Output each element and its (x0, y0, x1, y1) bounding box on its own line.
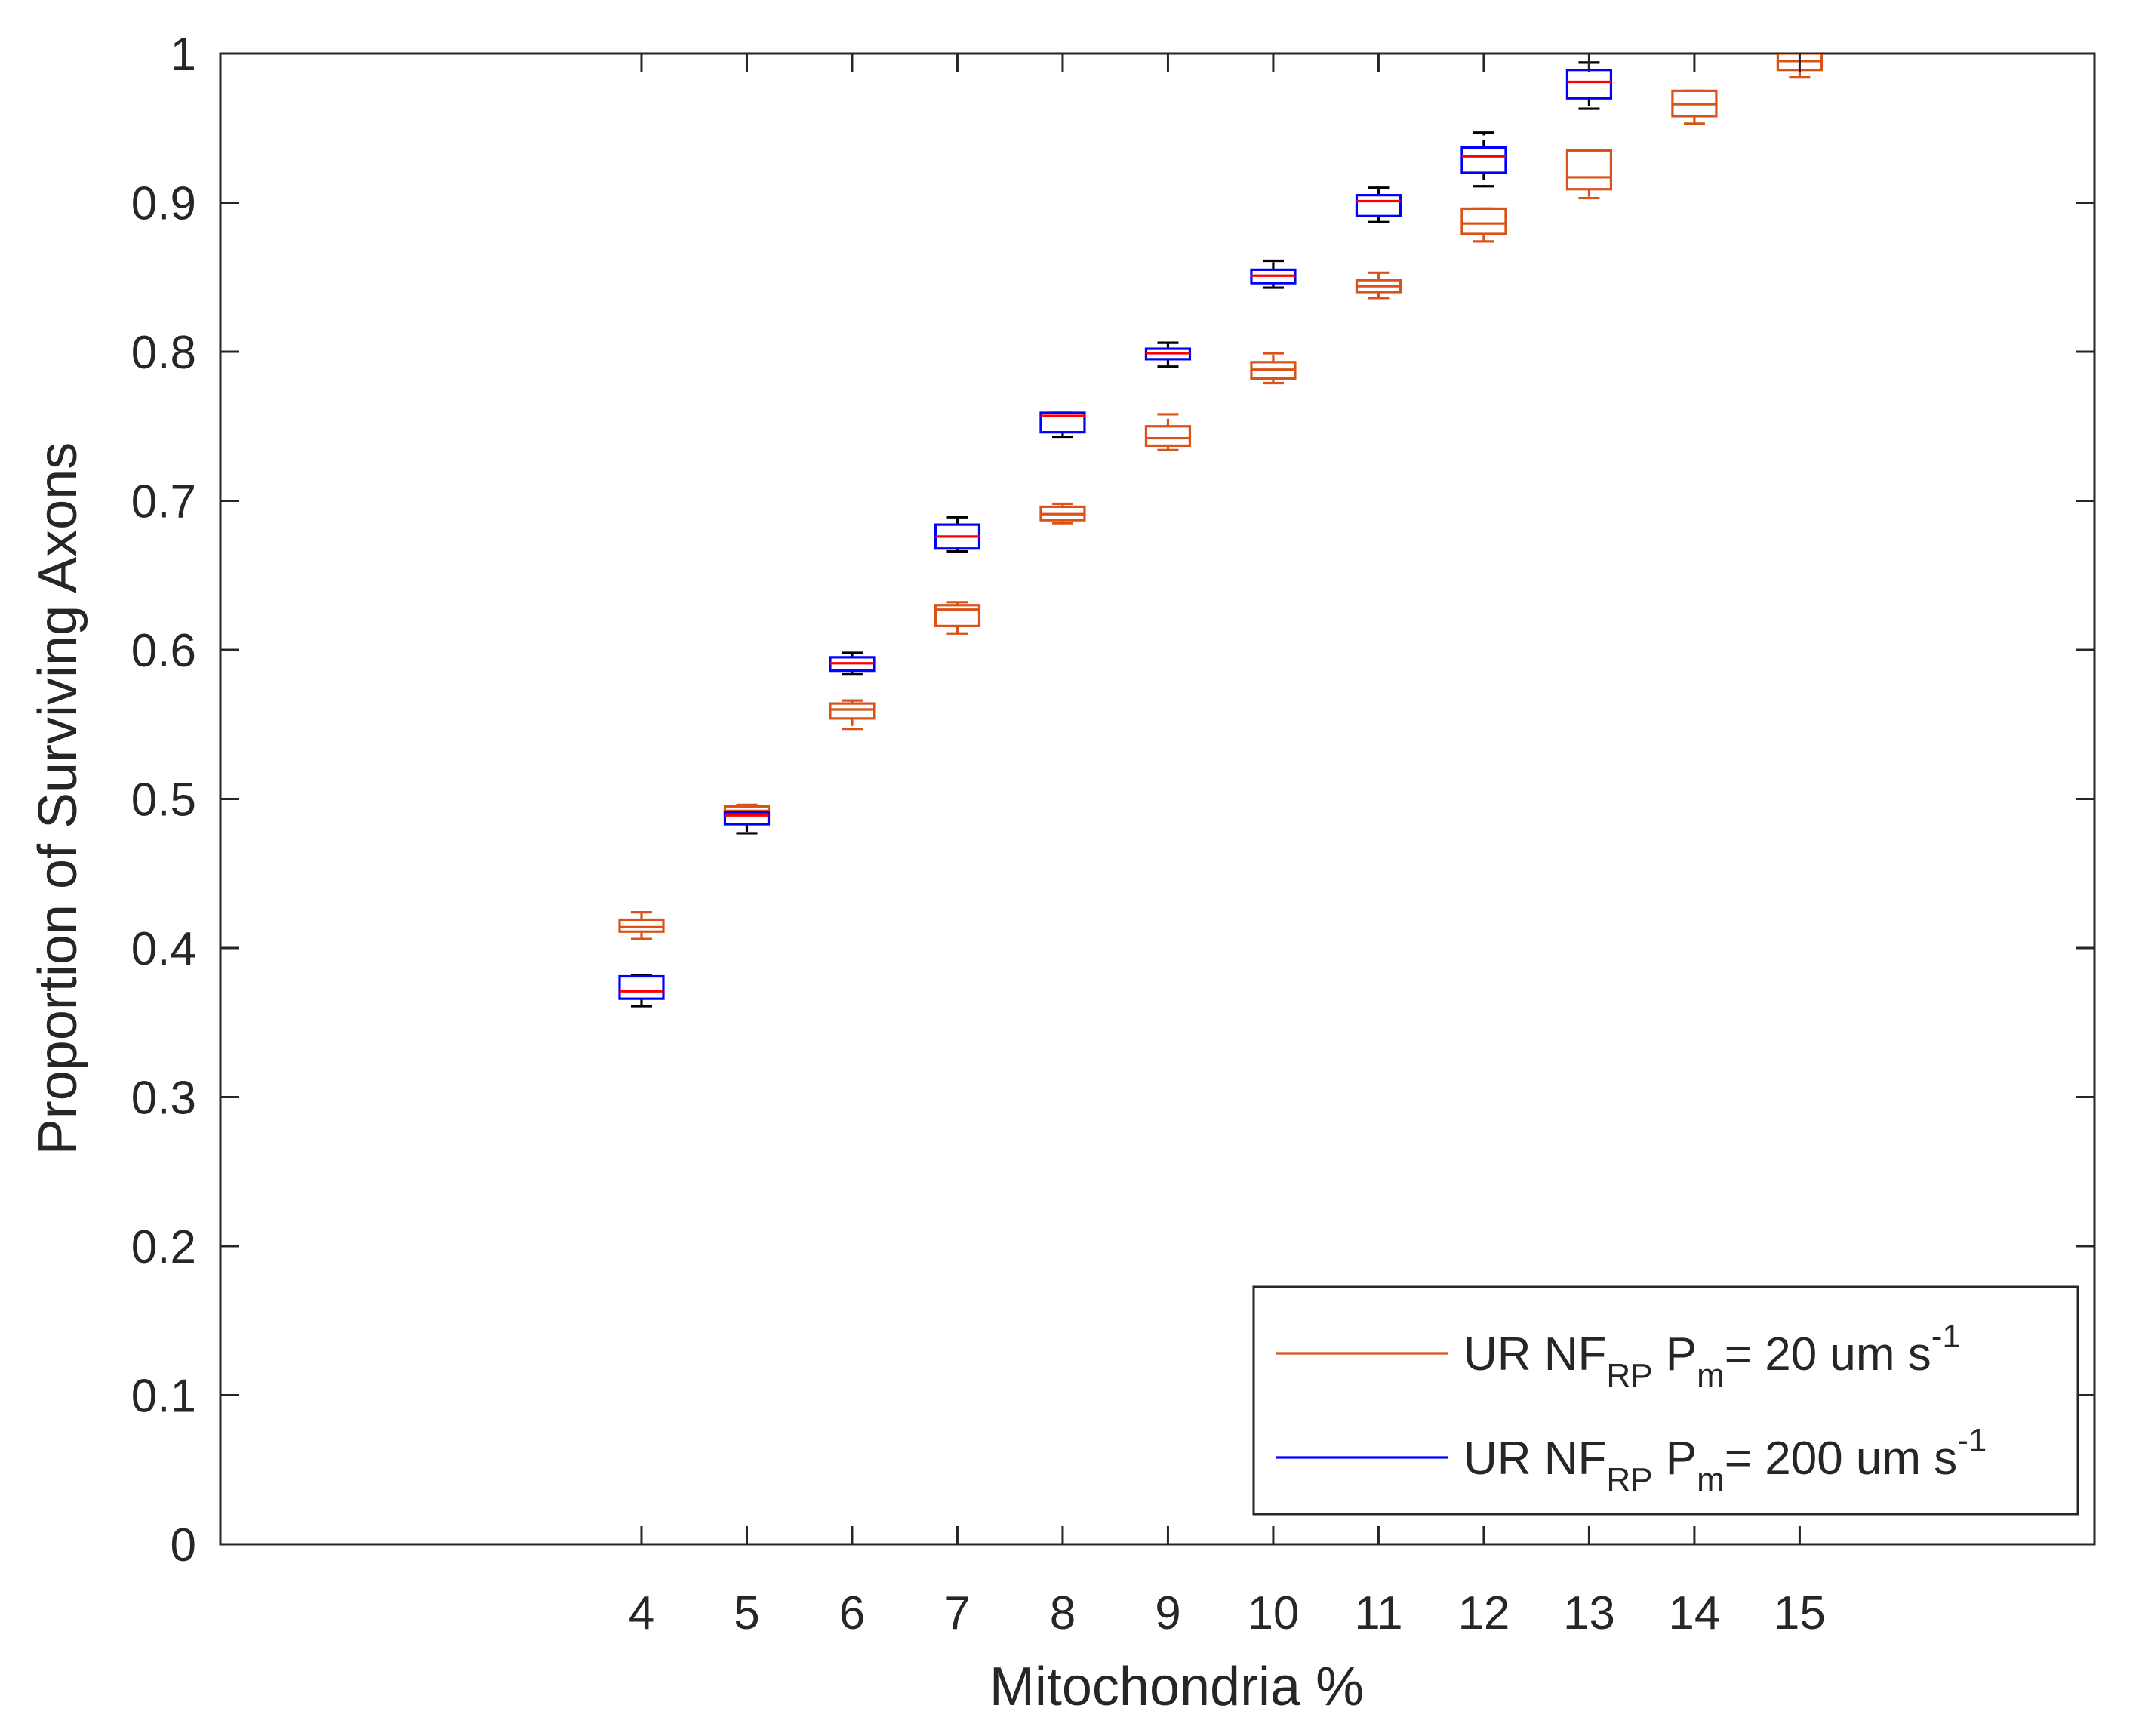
legend-label-part: m (1697, 1357, 1725, 1394)
legend-entry-blue: UR NFRP Pm= 200 um s-1 (1276, 1422, 1987, 1498)
x-tick-label: 6 (839, 1587, 865, 1639)
x-axis-label: Mitochondria % (989, 1657, 1364, 1717)
box-iqr (1565, 149, 1613, 191)
series-orange-20 (618, 54, 1824, 940)
box-6 (829, 699, 876, 731)
x-tick-label: 11 (1354, 1587, 1402, 1639)
legend-box (1252, 1285, 2079, 1516)
box-iqr (1460, 207, 1507, 235)
box-4 (618, 973, 665, 1008)
box-5 (723, 811, 771, 835)
box-10 (1250, 352, 1297, 385)
x-tick-label: 15 (1774, 1587, 1826, 1639)
legend-label-part: RP (1606, 1461, 1652, 1498)
box-7 (934, 516, 981, 553)
box-iqr (1144, 425, 1192, 448)
legend-label: UR NFRP Pm= 200 um s-1 (1463, 1422, 1987, 1498)
box-11 (1355, 186, 1402, 223)
legend-label-part: = 200 um s (1725, 1433, 1957, 1485)
box-series-group (618, 54, 1824, 1008)
x-tick-label: 13 (1563, 1587, 1615, 1639)
series-blue-200 (618, 61, 1613, 1008)
box-12 (1460, 131, 1507, 188)
box-7 (934, 601, 981, 635)
y-tick-label: 0.6 (131, 625, 196, 677)
tick-labels: 00.10.20.30.40.50.60.70.80.914 5 6 7 8 9 10 11 1… (131, 29, 1826, 1639)
y-tick-label: 0.2 (131, 1221, 196, 1273)
legend-label-part: UR NF (1463, 1433, 1606, 1485)
legend-label-part: -1 (1931, 1318, 1961, 1355)
legend-label-part: P (1653, 1433, 1697, 1485)
axis-ticks (220, 52, 2094, 1546)
y-tick-label: 0 (171, 1519, 196, 1571)
legend-label-part: -1 (1957, 1422, 1987, 1459)
x-tick-label: 9 (1155, 1587, 1180, 1639)
legend: UR NFRP Pm= 20 um s-1UR NFRP Pm= 200 um … (1252, 1285, 2079, 1516)
legend-label-part: UR NF (1463, 1328, 1606, 1380)
legend-label-part: = 20 um s (1725, 1328, 1931, 1380)
legend-label-part: m (1697, 1461, 1725, 1498)
y-tick-label: 0.9 (131, 178, 196, 230)
box-iqr (1565, 69, 1613, 100)
box-12 (1460, 207, 1507, 243)
box-8 (1039, 502, 1086, 525)
box-9 (1144, 341, 1192, 368)
x-tick-label: 7 (944, 1587, 970, 1639)
box-10 (1250, 259, 1297, 289)
y-tick-label: 0.8 (131, 327, 196, 379)
box-6 (829, 651, 876, 676)
legend-label-part: RP (1606, 1357, 1652, 1394)
legend-label-part: P (1653, 1328, 1697, 1380)
box-iqr (1355, 194, 1402, 217)
box-13 (1565, 61, 1613, 110)
plot-area (219, 52, 2096, 1546)
y-tick-label: 0.7 (131, 476, 196, 528)
box-8 (1039, 411, 1086, 439)
y-tick-label: 0.1 (131, 1371, 196, 1423)
x-tick-label: 12 (1457, 1587, 1510, 1639)
x-tick-label: 14 (1668, 1587, 1720, 1639)
box-iqr (829, 702, 876, 720)
y-tick-label: 0.5 (131, 774, 196, 826)
x-tick-label: 8 (1050, 1587, 1076, 1639)
legend-entry-orange: UR NFRP Pm= 20 um s-1 (1276, 1318, 1961, 1394)
box-9 (1144, 413, 1192, 451)
box-iqr (618, 974, 665, 1000)
box-11 (1355, 271, 1402, 300)
box-iqr (934, 604, 981, 627)
box-iqr (618, 918, 665, 933)
box-4 (618, 910, 665, 940)
box-14 (1671, 89, 1718, 125)
x-tick-label: 10 (1247, 1587, 1299, 1639)
y-axis-label: Proportion of Surviving Axons (28, 442, 88, 1156)
legend-label: UR NFRP Pm= 20 um s-1 (1463, 1318, 1961, 1394)
y-tick-label: 0.4 (131, 923, 196, 975)
box-iqr (1460, 146, 1507, 174)
y-tick-label: 1 (171, 29, 196, 81)
y-tick-label: 0.3 (131, 1073, 196, 1125)
x-tick-label: 4 (629, 1587, 654, 1639)
x-tick-label: 5 (734, 1587, 759, 1639)
box-13 (1565, 149, 1613, 200)
